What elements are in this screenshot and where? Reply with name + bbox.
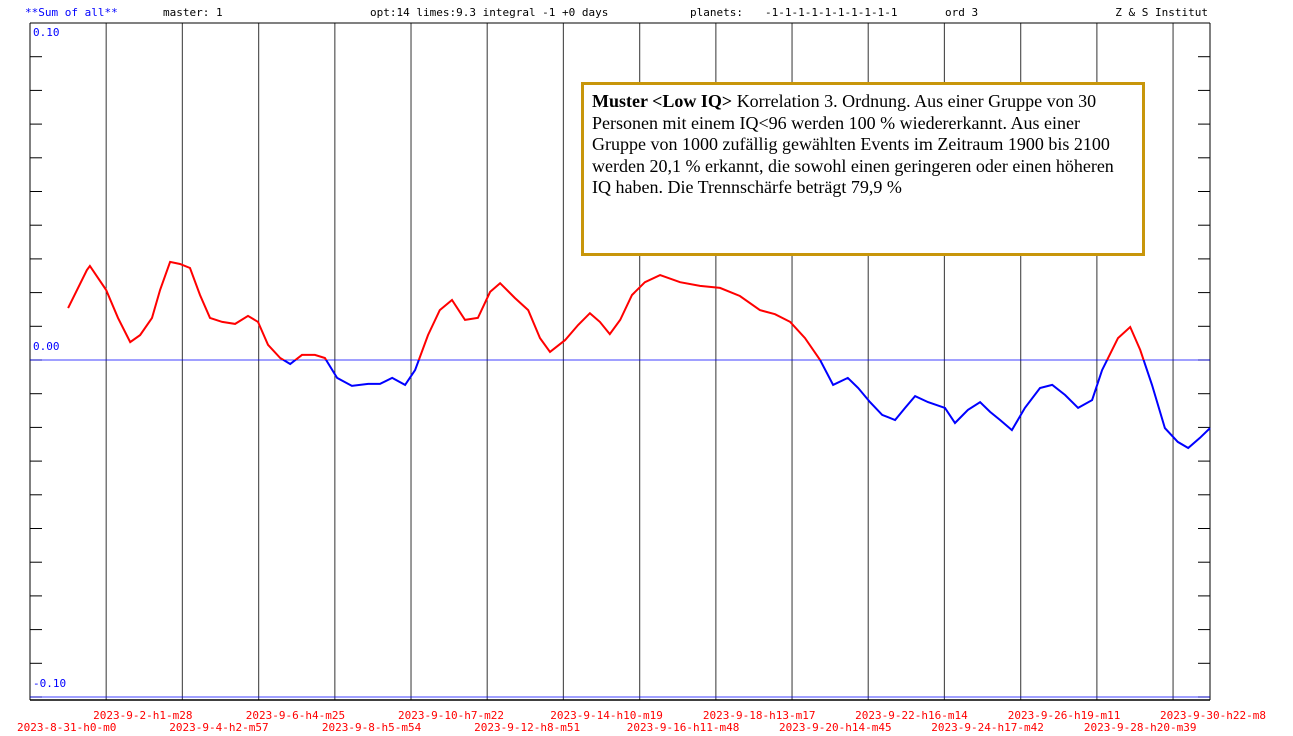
annotation-text: Korrelation 3. Ordnung. Aus einer Gruppe… (592, 91, 1114, 197)
x-tick-label: 2023-8-31-h0-m0 (17, 721, 116, 734)
x-tick-label: 2023-9-8-h5-m54 (322, 721, 422, 734)
line-positive (67, 260, 1145, 360)
y-tick-label: 0.10 (33, 26, 60, 39)
header-institute: Z & S Institut (1115, 6, 1208, 19)
header-name: **Sum of all** (25, 6, 118, 19)
x-tick-label: 2023-9-2-h1-m28 (93, 709, 192, 722)
x-tick-label: 2023-9-28-h20-m39 (1084, 721, 1197, 734)
annotation-title: Muster <Low IQ> (592, 91, 733, 111)
x-tick-label: 2023-9-4-h2-m57 (169, 721, 268, 734)
line-negative (281, 360, 1211, 450)
x-tick-label: 2023-9-20-h14-m45 (779, 721, 892, 734)
x-tick-label: 2023-9-14-h10-m19 (550, 709, 663, 722)
x-tick-label: 2023-9-30-h22-m8 (1160, 709, 1266, 722)
header-planets-label: planets: (690, 6, 743, 19)
x-tick-label: 2023-9-6-h4-m25 (246, 709, 345, 722)
y-tick-label: 0.00 (33, 340, 60, 353)
annotation-box: Muster <Low IQ> Korrelation 3. Ordnung. … (581, 82, 1145, 256)
x-tick-label: 2023-9-16-h11-m48 (627, 721, 740, 734)
x-tick-label: 2023-9-22-h16-m14 (855, 709, 968, 722)
header-master: master: 1 (163, 6, 223, 19)
header-planets: -1-1-1-1-1-1-1-1-1-1 (765, 6, 897, 19)
x-tick-label: 2023-9-24-h17-m42 (931, 721, 1044, 734)
x-tick-label: 2023-9-12-h8-m51 (474, 721, 580, 734)
x-tick-label: 2023-9-26-h19-m11 (1008, 709, 1121, 722)
header-opt: opt:14 limes:9.3 integral -1 +0 days (370, 6, 608, 19)
x-tick-label: 2023-9-18-h13-m17 (703, 709, 816, 722)
y-tick-label: -0.10 (33, 677, 66, 690)
header-ord: ord 3 (945, 6, 978, 19)
x-tick-label: 2023-9-10-h7-m22 (398, 709, 504, 722)
